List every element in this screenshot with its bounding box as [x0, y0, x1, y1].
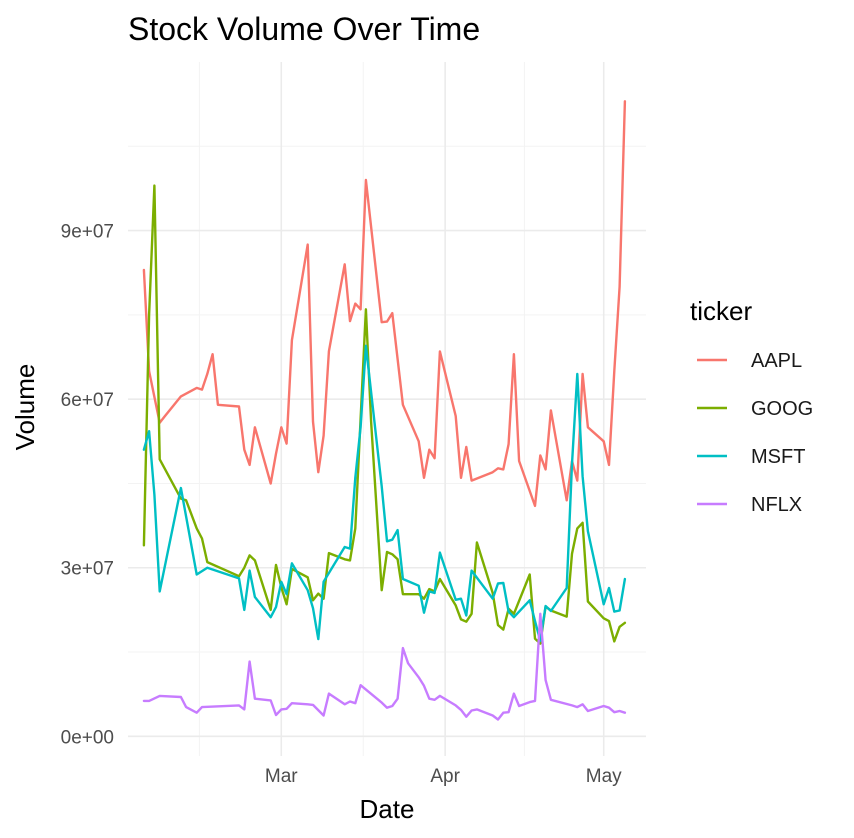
- y-tick-label: 9e+07: [61, 222, 114, 243]
- x-tick-label: May: [586, 766, 622, 787]
- legend-label-goog: GOOG: [751, 398, 813, 420]
- legend-items: AAPL GOOG MSFT NFLX: [697, 350, 813, 516]
- y-tick-label: 6e+07: [61, 390, 114, 411]
- series-line-aapl: [142, 100, 627, 508]
- grid: [128, 62, 646, 756]
- x-tick-label: Mar: [265, 766, 298, 787]
- x-axis: Mar Apr May: [265, 766, 622, 787]
- legend-label-aapl: AAPL: [751, 350, 802, 372]
- x-axis-title: Date: [360, 794, 415, 824]
- y-tick-label: 3e+07: [61, 559, 114, 580]
- y-axis-title: Volume: [10, 364, 40, 451]
- series-line-msft: [142, 344, 627, 642]
- legend-label-nflx: NFLX: [751, 494, 802, 516]
- y-axis: 0e+00 3e+07 6e+07 9e+07: [61, 222, 114, 749]
- legend: ticker AAPL GOOG MSFT NFLX: [690, 296, 813, 516]
- legend-title: ticker: [690, 296, 752, 326]
- series-lines: [142, 100, 627, 721]
- x-tick-label: Apr: [430, 766, 460, 787]
- chart-title: Stock Volume Over Time: [128, 11, 480, 47]
- y-tick-label: 0e+00: [61, 727, 114, 748]
- legend-label-msft: MSFT: [751, 446, 805, 468]
- series-line-nflx: [142, 612, 627, 721]
